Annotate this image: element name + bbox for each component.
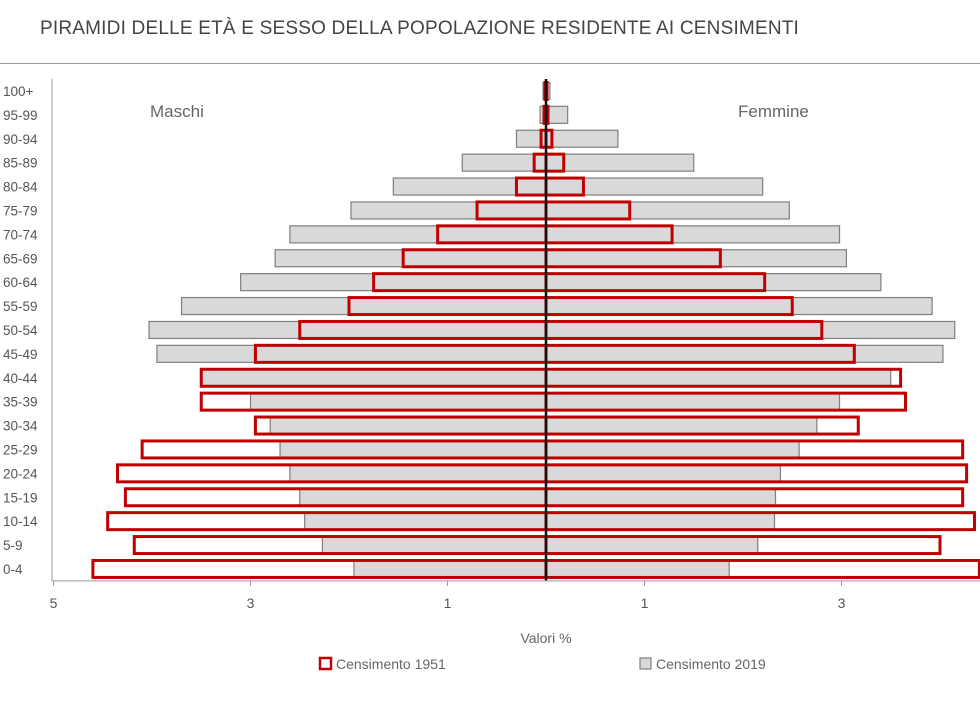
age-label-90-94: 90-94 — [3, 132, 38, 147]
bar-2019-male-65-69 — [274, 249, 547, 268]
age-label-70-74: 70-74 — [3, 227, 38, 242]
x-axis-label: Valori % — [520, 630, 571, 646]
x-tick-label: 1 — [641, 595, 649, 611]
age-label-40-44: 40-44 — [3, 371, 38, 386]
bar-2019-female-10-14 — [545, 512, 776, 531]
bar-2019-male-45-49 — [156, 344, 547, 363]
bar-2019-female-40-44 — [545, 368, 892, 387]
x-tick-label: 3 — [247, 595, 255, 611]
age-label-55-59: 55-59 — [3, 299, 38, 314]
bar-2019-male-35-39 — [249, 392, 547, 411]
age-label-80-84: 80-84 — [3, 180, 38, 195]
legend: Censimento 1951 Censimento 2019 — [318, 656, 766, 672]
age-label-65-69: 65-69 — [3, 251, 38, 266]
x-tick-label: 5 — [50, 595, 58, 611]
bar-2019-male-0-4 — [353, 559, 547, 579]
bar-2019-male-80-84 — [392, 177, 547, 196]
legend-swatch-2019 — [639, 657, 652, 670]
bar-2019-male-40-44 — [200, 368, 547, 387]
bar-2019-male-55-59 — [180, 296, 547, 316]
legend-label-1951: Censimento 1951 — [336, 656, 446, 672]
legend-label-2019: Censimento 2019 — [656, 656, 766, 672]
bar-2019-female-35-39 — [545, 392, 841, 411]
bar-2019-female-60-64 — [545, 273, 882, 292]
bar-2019-male-70-74 — [289, 225, 547, 244]
bar-2019-female-25-29 — [545, 440, 800, 459]
bar-2019-male-5-9 — [321, 535, 547, 555]
age-label-10-14: 10-14 — [3, 514, 38, 529]
age-label-45-49: 45-49 — [3, 347, 38, 362]
bar-2019-female-5-9 — [545, 535, 759, 555]
series-2019-bars — [148, 81, 956, 579]
age-label-60-64: 60-64 — [3, 275, 38, 290]
title-divider — [0, 63, 980, 64]
bar-2019-male-30-34 — [269, 416, 547, 435]
bar-2019-male-75-79 — [350, 201, 547, 220]
bar-2019-female-20-24 — [545, 464, 782, 483]
labels: 100+ 95-99 90-94 85-89 80-84 75-79 70-74 65-69 6… — [3, 84, 846, 611]
age-label-100+: 100+ — [3, 84, 34, 99]
x-tick-label: 1 — [444, 595, 452, 611]
age-label-50-54: 50-54 — [3, 323, 38, 338]
age-label-35-39: 35-39 — [3, 395, 38, 410]
bar-2019-female-0-4 — [545, 559, 730, 579]
bar-2019-male-25-29 — [279, 440, 547, 459]
bar-2019-male-50-54 — [148, 320, 547, 340]
x-tick-label: 3 — [838, 595, 846, 611]
bar-2019-male-60-64 — [240, 273, 547, 292]
bar-2019-female-65-69 — [545, 249, 848, 268]
age-label-30-34: 30-34 — [3, 419, 38, 434]
female-label: Femmine — [738, 102, 809, 121]
bar-2019-female-85-89 — [545, 153, 695, 172]
bar-2019-male-20-24 — [289, 464, 547, 483]
male-label: Maschi — [150, 102, 204, 121]
age-label-85-89: 85-89 — [3, 156, 38, 171]
age-label-95-99: 95-99 — [3, 108, 38, 123]
bar-2019-female-55-59 — [545, 296, 933, 316]
axes — [51, 79, 980, 586]
bar-2019-male-10-14 — [304, 512, 547, 531]
bar-2019-male-15-19 — [299, 488, 547, 507]
bar-2019-female-90-94 — [545, 129, 619, 148]
bar-2019-female-70-74 — [545, 225, 841, 244]
chart-title: PIRAMIDI DELLE ETÀ E SESSO DELLA POPOLAZ… — [40, 18, 800, 39]
bar-2019-female-45-49 — [545, 344, 944, 363]
bar-2019-female-80-84 — [545, 177, 764, 196]
age-label-75-79: 75-79 — [3, 203, 38, 218]
bar-2019-female-30-34 — [545, 416, 818, 435]
age-label-15-19: 15-19 — [3, 490, 38, 505]
bar-2019-female-15-19 — [545, 488, 777, 507]
bar-2019-female-50-54 — [545, 320, 956, 340]
age-label-20-24: 20-24 — [3, 466, 38, 481]
bar-2019-female-75-79 — [545, 201, 790, 220]
age-label-0-4: 0-4 — [3, 562, 23, 577]
legend-swatch-1951 — [318, 656, 333, 671]
age-label-5-9: 5-9 — [3, 538, 23, 553]
age-label-25-29: 25-29 — [3, 442, 38, 457]
